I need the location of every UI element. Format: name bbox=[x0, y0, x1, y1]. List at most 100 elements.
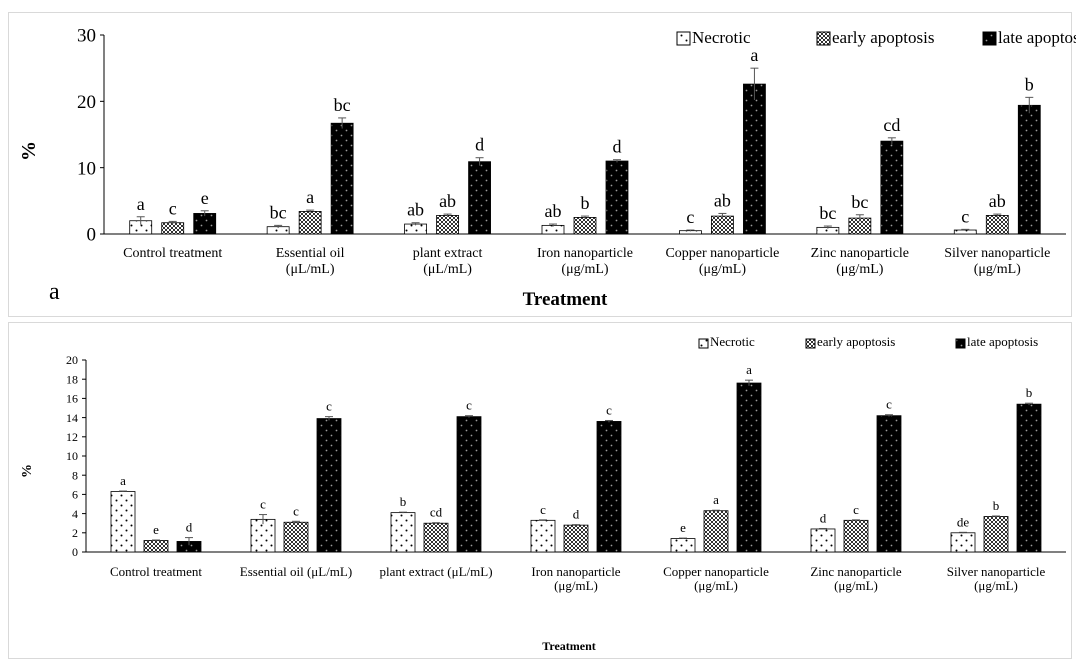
significance-label: c bbox=[606, 402, 612, 417]
significance-label: c bbox=[466, 398, 472, 413]
significance-label: a bbox=[137, 194, 145, 214]
chart-a-svg: 0 10 20 30% Treatment Control treatment a c e Ess… bbox=[18, 26, 1076, 310]
significance-label: c bbox=[853, 502, 859, 517]
bar bbox=[1016, 403, 1042, 553]
bar bbox=[743, 83, 766, 235]
y-tick-label: 6 bbox=[72, 488, 78, 502]
category-label: Control treatment bbox=[110, 564, 202, 579]
category-label: Zinc nanoparticle bbox=[811, 246, 909, 261]
bar bbox=[390, 512, 416, 553]
legend-label: early apoptosis bbox=[832, 28, 934, 47]
category-label: Essential oil (μL/mL) bbox=[240, 564, 352, 579]
significance-label: e bbox=[153, 522, 159, 537]
significance-label: ab bbox=[439, 191, 456, 211]
significance-label: b bbox=[993, 498, 1000, 513]
legend-label: late apoptosis bbox=[998, 28, 1076, 47]
bar bbox=[985, 215, 1009, 235]
bar bbox=[423, 522, 449, 553]
bar bbox=[250, 518, 276, 553]
significance-label: c bbox=[540, 502, 546, 517]
bar bbox=[330, 122, 354, 235]
category-label: Copper nanoparticle bbox=[663, 564, 769, 579]
significance-label: d bbox=[186, 520, 193, 535]
y-tick-label: 0 bbox=[87, 225, 97, 246]
bar bbox=[143, 540, 169, 553]
legend-label: Necrotic bbox=[710, 334, 755, 349]
y-tick-label: 14 bbox=[66, 411, 78, 425]
chart-panel-b: 0 2 4 6 8 10 12 14 16 18 20% Treatment Control treat… bbox=[8, 322, 1072, 659]
y-axis-label: % bbox=[18, 141, 40, 161]
significance-label: c bbox=[961, 206, 969, 226]
bar bbox=[193, 213, 217, 235]
significance-label: a bbox=[713, 492, 719, 507]
category-label: plant extract bbox=[413, 246, 483, 261]
significance-label: c bbox=[326, 399, 332, 414]
category-label: Silver nanoparticle bbox=[947, 564, 1046, 579]
significance-label: d bbox=[475, 135, 484, 155]
significance-label: b bbox=[581, 193, 590, 213]
legend-label: Necrotic bbox=[692, 28, 751, 47]
bar bbox=[843, 519, 869, 553]
bar bbox=[950, 532, 976, 553]
significance-label: ab bbox=[407, 200, 424, 220]
bar bbox=[436, 215, 459, 235]
bar bbox=[810, 528, 836, 553]
bar bbox=[283, 521, 309, 553]
significance-label: e bbox=[201, 188, 209, 208]
bar bbox=[468, 161, 491, 235]
y-tick-label: 12 bbox=[66, 430, 78, 444]
significance-label: c bbox=[886, 397, 892, 412]
legend-swatch bbox=[698, 338, 709, 349]
category-label: (μg/mL) bbox=[974, 262, 1021, 277]
y-tick-label: 0 bbox=[72, 545, 78, 559]
significance-label: a bbox=[306, 187, 314, 207]
y-tick-label: 10 bbox=[77, 158, 96, 179]
bar bbox=[404, 223, 427, 235]
significance-label: bc bbox=[851, 192, 868, 212]
significance-label: a bbox=[750, 45, 758, 65]
significance-label: cd bbox=[883, 115, 900, 135]
significance-label: bc bbox=[270, 202, 287, 222]
significance-label: c bbox=[293, 503, 299, 518]
bar bbox=[983, 516, 1009, 553]
bar bbox=[880, 140, 904, 235]
significance-label: ab bbox=[714, 190, 731, 210]
category-label: (μg/mL) bbox=[561, 262, 608, 277]
legend-swatch bbox=[982, 31, 997, 46]
significance-label: ab bbox=[545, 201, 562, 221]
bar bbox=[456, 416, 482, 553]
category-label: (μL/mL) bbox=[423, 262, 472, 277]
bar bbox=[736, 382, 762, 553]
y-tick-label: 20 bbox=[77, 92, 96, 113]
bar bbox=[298, 211, 322, 235]
category-label: Iron nanoparticle bbox=[537, 246, 633, 261]
bar bbox=[605, 160, 629, 235]
legend-swatch bbox=[805, 338, 816, 349]
bar bbox=[703, 510, 729, 553]
significance-label: ab bbox=[989, 191, 1006, 211]
category-label: (μg/mL) bbox=[836, 262, 883, 277]
y-tick-label: 30 bbox=[77, 26, 96, 47]
significance-label: c bbox=[169, 198, 177, 218]
bar bbox=[670, 538, 696, 553]
category-label: Control treatment bbox=[123, 246, 222, 261]
y-tick-label: 4 bbox=[72, 507, 78, 521]
category-label: Iron nanoparticle bbox=[531, 564, 620, 579]
category-label: (μg/mL) bbox=[694, 578, 738, 593]
bar bbox=[876, 415, 902, 553]
category-label: Silver nanoparticle bbox=[944, 246, 1050, 261]
category-label: (μg/mL) bbox=[554, 578, 598, 593]
category-label: plant extract (μL/mL) bbox=[379, 564, 492, 579]
x-axis-label: Treatment bbox=[523, 289, 608, 310]
y-tick-label: 20 bbox=[66, 353, 78, 367]
significance-label: e bbox=[680, 520, 686, 535]
significance-label: a bbox=[120, 473, 126, 488]
bar bbox=[316, 418, 342, 553]
significance-label: d bbox=[820, 510, 827, 525]
significance-label: c bbox=[260, 497, 266, 512]
category-label: Copper nanoparticle bbox=[665, 246, 779, 261]
significance-label: b bbox=[1026, 385, 1033, 400]
category-label: (μg/mL) bbox=[834, 578, 878, 593]
y-axis-label: % bbox=[20, 464, 35, 478]
legend-label: early apoptosis bbox=[817, 334, 895, 349]
